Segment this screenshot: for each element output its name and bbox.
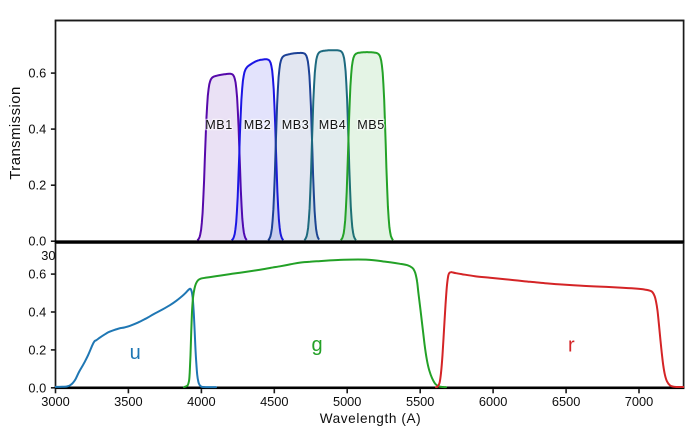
svg-text:0.6: 0.6 xyxy=(28,66,46,81)
svg-text:r: r xyxy=(568,334,575,356)
svg-text:6000: 6000 xyxy=(479,394,507,409)
svg-text:MB4: MB4 xyxy=(319,118,346,132)
svg-text:5000: 5000 xyxy=(333,394,361,409)
svg-text:MB3: MB3 xyxy=(282,118,309,132)
svg-text:u: u xyxy=(130,342,141,364)
svg-text:4500: 4500 xyxy=(260,394,288,409)
svg-text:0.2: 0.2 xyxy=(28,342,46,357)
svg-text:MB2: MB2 xyxy=(244,118,271,132)
svg-text:0.4: 0.4 xyxy=(28,122,46,137)
svg-text:0.6: 0.6 xyxy=(28,267,46,282)
svg-text:3500: 3500 xyxy=(114,394,142,409)
svg-text:Transmission: Transmission xyxy=(8,86,24,179)
svg-text:Wavelength (A): Wavelength (A) xyxy=(320,411,422,426)
svg-text:0.2: 0.2 xyxy=(28,178,46,193)
svg-text:g: g xyxy=(311,334,322,356)
svg-text:0.0: 0.0 xyxy=(28,234,46,249)
svg-text:6500: 6500 xyxy=(552,394,580,409)
svg-text:4000: 4000 xyxy=(187,394,215,409)
svg-text:5500: 5500 xyxy=(406,394,434,409)
svg-text:MB5: MB5 xyxy=(357,118,384,132)
svg-text:0.0: 0.0 xyxy=(28,380,46,395)
svg-text:7000: 7000 xyxy=(625,394,653,409)
svg-text:0.4: 0.4 xyxy=(28,305,46,320)
svg-text:3000: 3000 xyxy=(41,394,69,409)
svg-text:MB1: MB1 xyxy=(205,118,232,132)
